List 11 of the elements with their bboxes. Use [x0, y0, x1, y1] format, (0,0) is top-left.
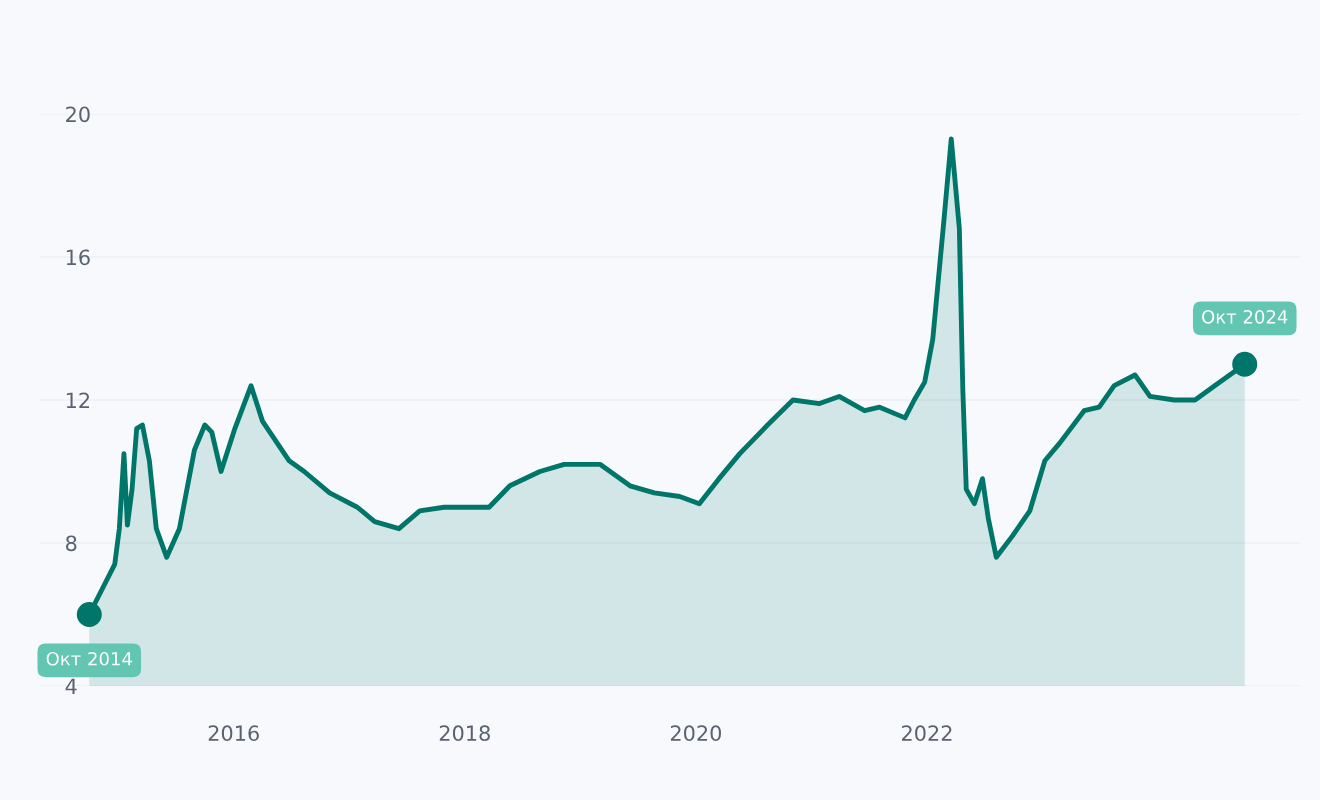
y-tick-label: 4 [65, 678, 77, 694]
annotation: Окт 2014 [46, 651, 132, 666]
x-tick-label: 2016 [208, 725, 259, 742]
annotation: Окт 2024 [1202, 310, 1288, 324]
y-tick-label: 20 [66, 106, 90, 123]
y-tick-label: 12 [66, 392, 90, 408]
y-tick-label: 8 [66, 535, 77, 552]
x-tick-label: 2018 [439, 725, 490, 742]
x-tick-label: 2022 [902, 725, 952, 742]
x-tick-label: 2020 [670, 725, 722, 742]
y-tick-label: 16 [66, 249, 90, 266]
